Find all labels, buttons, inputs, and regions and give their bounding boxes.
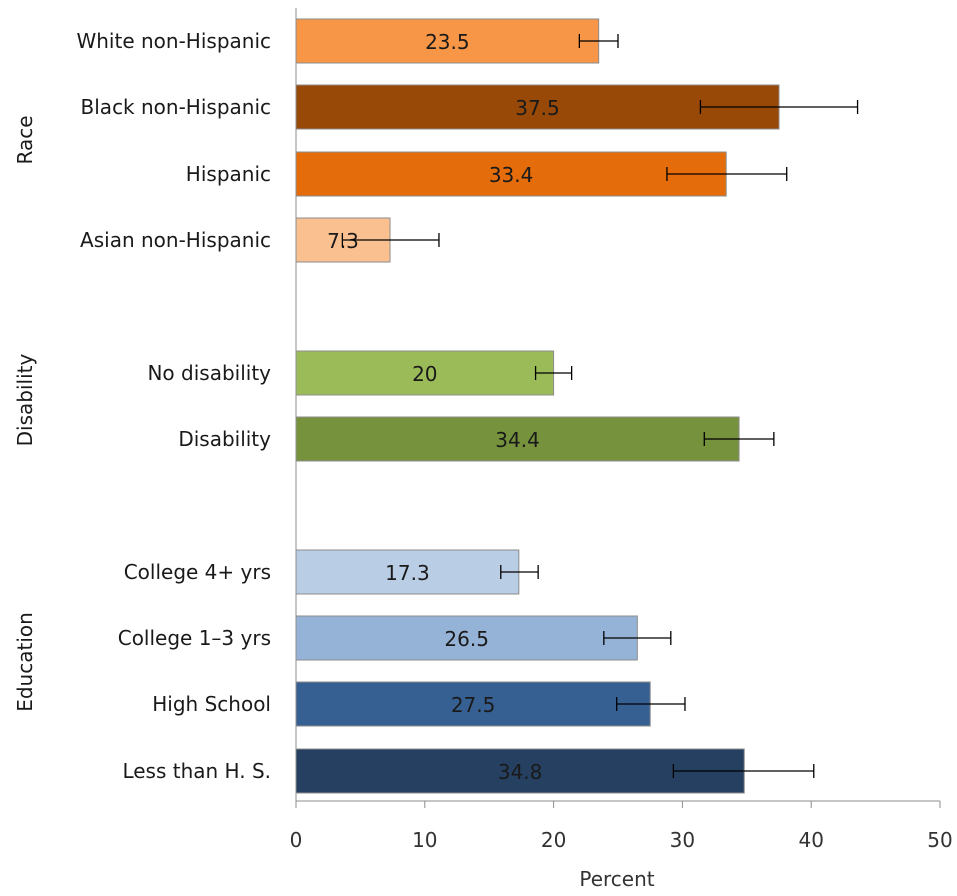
category-label: Disability	[178, 427, 271, 451]
data-label: 17.3	[385, 561, 430, 585]
category-label: White non-Hispanic	[76, 29, 271, 53]
category-label: Asian non-Hispanic	[80, 228, 271, 252]
category-label: College 1–3 yrs	[118, 626, 271, 650]
data-label: 37.5	[515, 96, 560, 120]
category-label: No disability	[147, 361, 271, 385]
group-label: Disability	[13, 354, 37, 447]
data-label: 34.8	[498, 760, 543, 784]
bar	[295, 416, 740, 462]
category-label: High School	[152, 692, 271, 716]
axis-layer: 0 10 20 30 40 50	[290, 8, 953, 852]
category-label: Hispanic	[186, 162, 271, 186]
category-label: Black non-Hispanic	[81, 95, 271, 119]
bars-layer	[295, 18, 780, 794]
category-label: Less than H. S.	[122, 759, 271, 783]
data-label: 23.5	[425, 30, 470, 54]
x-tick-label: 10	[412, 828, 437, 852]
x-tick-label: 40	[798, 828, 823, 852]
group-label: Education	[13, 612, 37, 712]
bar	[295, 84, 780, 130]
bar	[295, 350, 555, 396]
group-label: Race	[13, 115, 37, 164]
data-label: 33.4	[489, 163, 534, 187]
x-tick-label: 0	[290, 828, 303, 852]
data-label: 34.4	[495, 428, 540, 452]
data-label: 27.5	[451, 693, 496, 717]
x-tick-label: 30	[670, 828, 695, 852]
category-label: College 4+ yrs	[124, 560, 271, 584]
x-axis-title: Percent	[579, 867, 654, 891]
bar	[295, 748, 745, 794]
bar	[295, 151, 727, 197]
labels-layer: Race White non-Hispanic 23.5 Black non-Hisp…	[13, 29, 859, 784]
bar	[295, 549, 520, 595]
data-label: 20	[412, 362, 437, 386]
data-label: 26.5	[444, 627, 489, 651]
x-tick-label: 50	[927, 828, 952, 852]
x-tick-label: 20	[541, 828, 566, 852]
bar	[295, 18, 600, 64]
